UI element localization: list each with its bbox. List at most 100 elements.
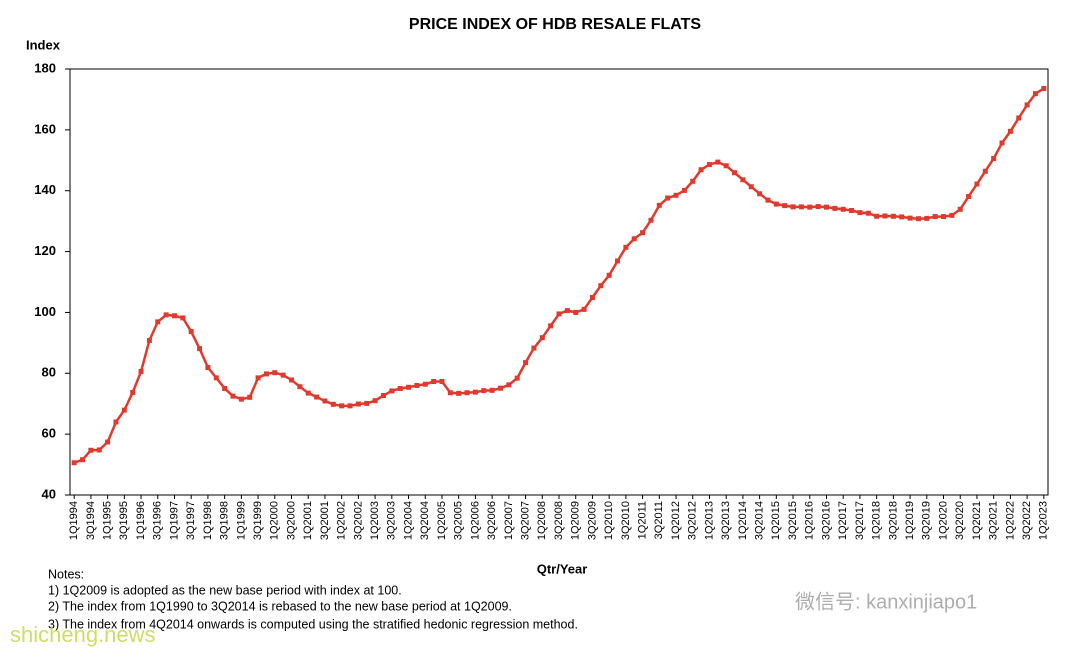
point-marker: [640, 230, 646, 236]
point-marker: [539, 335, 545, 341]
x-tick-label: 1Q2007: [503, 501, 515, 540]
point-marker: [648, 217, 654, 223]
point-marker: [991, 155, 997, 161]
point-marker: [623, 244, 629, 250]
x-tick-label: 1Q1997: [168, 501, 180, 540]
point-marker: [798, 204, 804, 210]
point-marker: [481, 388, 487, 394]
point-marker: [339, 403, 345, 409]
x-tick-label: 1Q2006: [469, 501, 481, 540]
point-marker: [121, 407, 127, 413]
point-marker: [171, 313, 177, 319]
point-marker: [188, 329, 194, 335]
point-marker: [890, 213, 896, 219]
point-marker: [765, 197, 771, 203]
point-marker: [698, 167, 704, 173]
point-marker: [456, 390, 462, 396]
point-marker: [364, 400, 370, 406]
point-marker: [823, 204, 829, 210]
x-tick-label: 3Q2010: [620, 501, 632, 540]
x-tick-label: 1Q2016: [804, 501, 816, 540]
point-marker: [589, 295, 595, 301]
x-tick-label: 1Q1999: [235, 501, 247, 540]
y-tick-label: 140: [34, 182, 56, 197]
point-marker: [222, 386, 228, 391]
x-tick-label: 3Q2012: [687, 501, 699, 540]
x-tick-label: 1Q1994: [68, 501, 80, 540]
x-axis-label: Qtr/Year: [537, 561, 588, 576]
x-tick-label: 3Q2021: [988, 501, 1000, 540]
point-marker: [263, 371, 269, 377]
point-marker: [982, 168, 988, 174]
y-tick-label: 40: [42, 486, 56, 501]
point-marker: [957, 206, 963, 212]
x-tick-label: 3Q2001: [319, 501, 331, 540]
point-marker: [907, 215, 913, 221]
point-marker: [715, 159, 721, 165]
x-tick-label: 3Q2020: [954, 501, 966, 540]
point-marker: [606, 272, 612, 278]
x-tick-label: 3Q2022: [1021, 501, 1033, 540]
point-marker: [138, 368, 144, 374]
x-tick-label: 3Q1995: [118, 501, 130, 540]
point-marker: [255, 375, 261, 381]
point-marker: [857, 210, 863, 216]
x-tick-label: 3Q1998: [219, 501, 231, 540]
point-marker: [105, 439, 111, 445]
point-marker: [247, 394, 253, 400]
point-marker: [514, 375, 520, 381]
x-tick-label: 3Q1996: [152, 501, 164, 540]
x-tick-label: 1Q1996: [135, 501, 147, 540]
note: 2) The index from 1Q1990 to 3Q2014 is re…: [48, 599, 512, 613]
point-marker: [447, 390, 453, 396]
point-marker: [180, 315, 186, 321]
y-tick-label: 100: [34, 304, 56, 319]
point-marker: [949, 212, 955, 218]
notes-heading: Notes:: [48, 567, 84, 581]
point-marker: [999, 140, 1005, 146]
point-marker: [899, 214, 905, 220]
x-tick-label: 1Q2005: [436, 501, 448, 540]
x-tick-label: 3Q2007: [519, 501, 531, 540]
x-tick-label: 1Q2012: [670, 501, 682, 540]
point-marker: [330, 401, 336, 407]
point-marker: [723, 163, 729, 169]
y-axis-label: Index: [26, 37, 61, 52]
point-marker: [213, 375, 219, 381]
x-tick-label: 3Q2011: [653, 501, 665, 539]
point-marker: [581, 306, 587, 312]
point-marker: [489, 387, 495, 393]
point-marker: [865, 210, 871, 216]
point-marker: [113, 419, 119, 425]
point-marker: [289, 377, 295, 383]
point-marker: [748, 184, 754, 190]
point-marker: [874, 213, 880, 219]
point-marker: [932, 214, 938, 220]
x-tick-label: 3Q2017: [854, 501, 866, 540]
point-marker: [564, 308, 570, 314]
point-marker: [163, 312, 169, 318]
x-tick-label: 1Q2018: [871, 501, 883, 540]
point-marker: [548, 323, 554, 329]
point-marker: [297, 384, 303, 390]
point-marker: [681, 187, 687, 193]
note: 1) 1Q2009 is adopted as the new base per…: [48, 583, 402, 597]
x-tick-label: 1Q2001: [302, 501, 314, 540]
y-tick-label: 120: [34, 243, 56, 258]
point-marker: [280, 372, 286, 378]
point-marker: [71, 460, 77, 466]
point-marker: [773, 201, 779, 207]
x-tick-label: 1Q2002: [336, 501, 348, 540]
x-tick-label: 1Q2020: [937, 501, 949, 540]
watermark: 微信号: kanxinjiapo1: [795, 590, 977, 613]
x-tick-label: 1Q2003: [369, 501, 381, 540]
point-marker: [706, 162, 712, 168]
point-marker: [80, 457, 86, 463]
point-marker: [573, 309, 579, 315]
point-marker: [355, 401, 361, 407]
point-marker: [782, 203, 788, 209]
y-tick-label: 160: [34, 121, 56, 136]
point-marker: [1024, 102, 1030, 108]
